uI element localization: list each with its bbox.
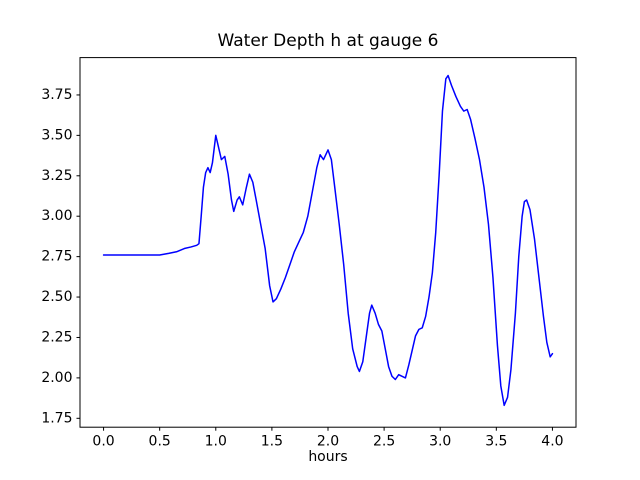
y-tick-label: 2.25 xyxy=(41,329,72,345)
y-tick-label: 3.75 xyxy=(41,87,72,103)
x-tick-label: 0.0 xyxy=(92,433,114,449)
x-tick-label: 0.5 xyxy=(149,433,171,449)
y-tick-label: 2.75 xyxy=(41,249,72,265)
chart-title: Water Depth h at gauge 6 xyxy=(217,31,439,51)
x-tick-label: 2.5 xyxy=(373,433,395,449)
x-tick-label: 3.5 xyxy=(485,433,507,449)
data-line-water-depth-h-gauge-6 xyxy=(102,74,554,407)
axes-frame xyxy=(79,57,577,428)
y-tick-label: 3.25 xyxy=(41,168,72,184)
y-tick-label: 2.50 xyxy=(41,289,72,305)
x-tick-label: 1.5 xyxy=(261,433,283,449)
y-tick-label: 3.00 xyxy=(41,208,72,224)
x-tick-label: 3.0 xyxy=(429,433,451,449)
x-tick-label: 1.0 xyxy=(205,433,227,449)
y-tick-label: 3.50 xyxy=(41,127,72,143)
y-tick-label: 2.00 xyxy=(41,370,72,386)
x-tick-label: 4.0 xyxy=(541,433,563,449)
y-tick-label: 1.75 xyxy=(41,410,72,426)
x-axis-label: hours xyxy=(308,449,348,465)
x-tick-label: 2.0 xyxy=(317,433,339,449)
